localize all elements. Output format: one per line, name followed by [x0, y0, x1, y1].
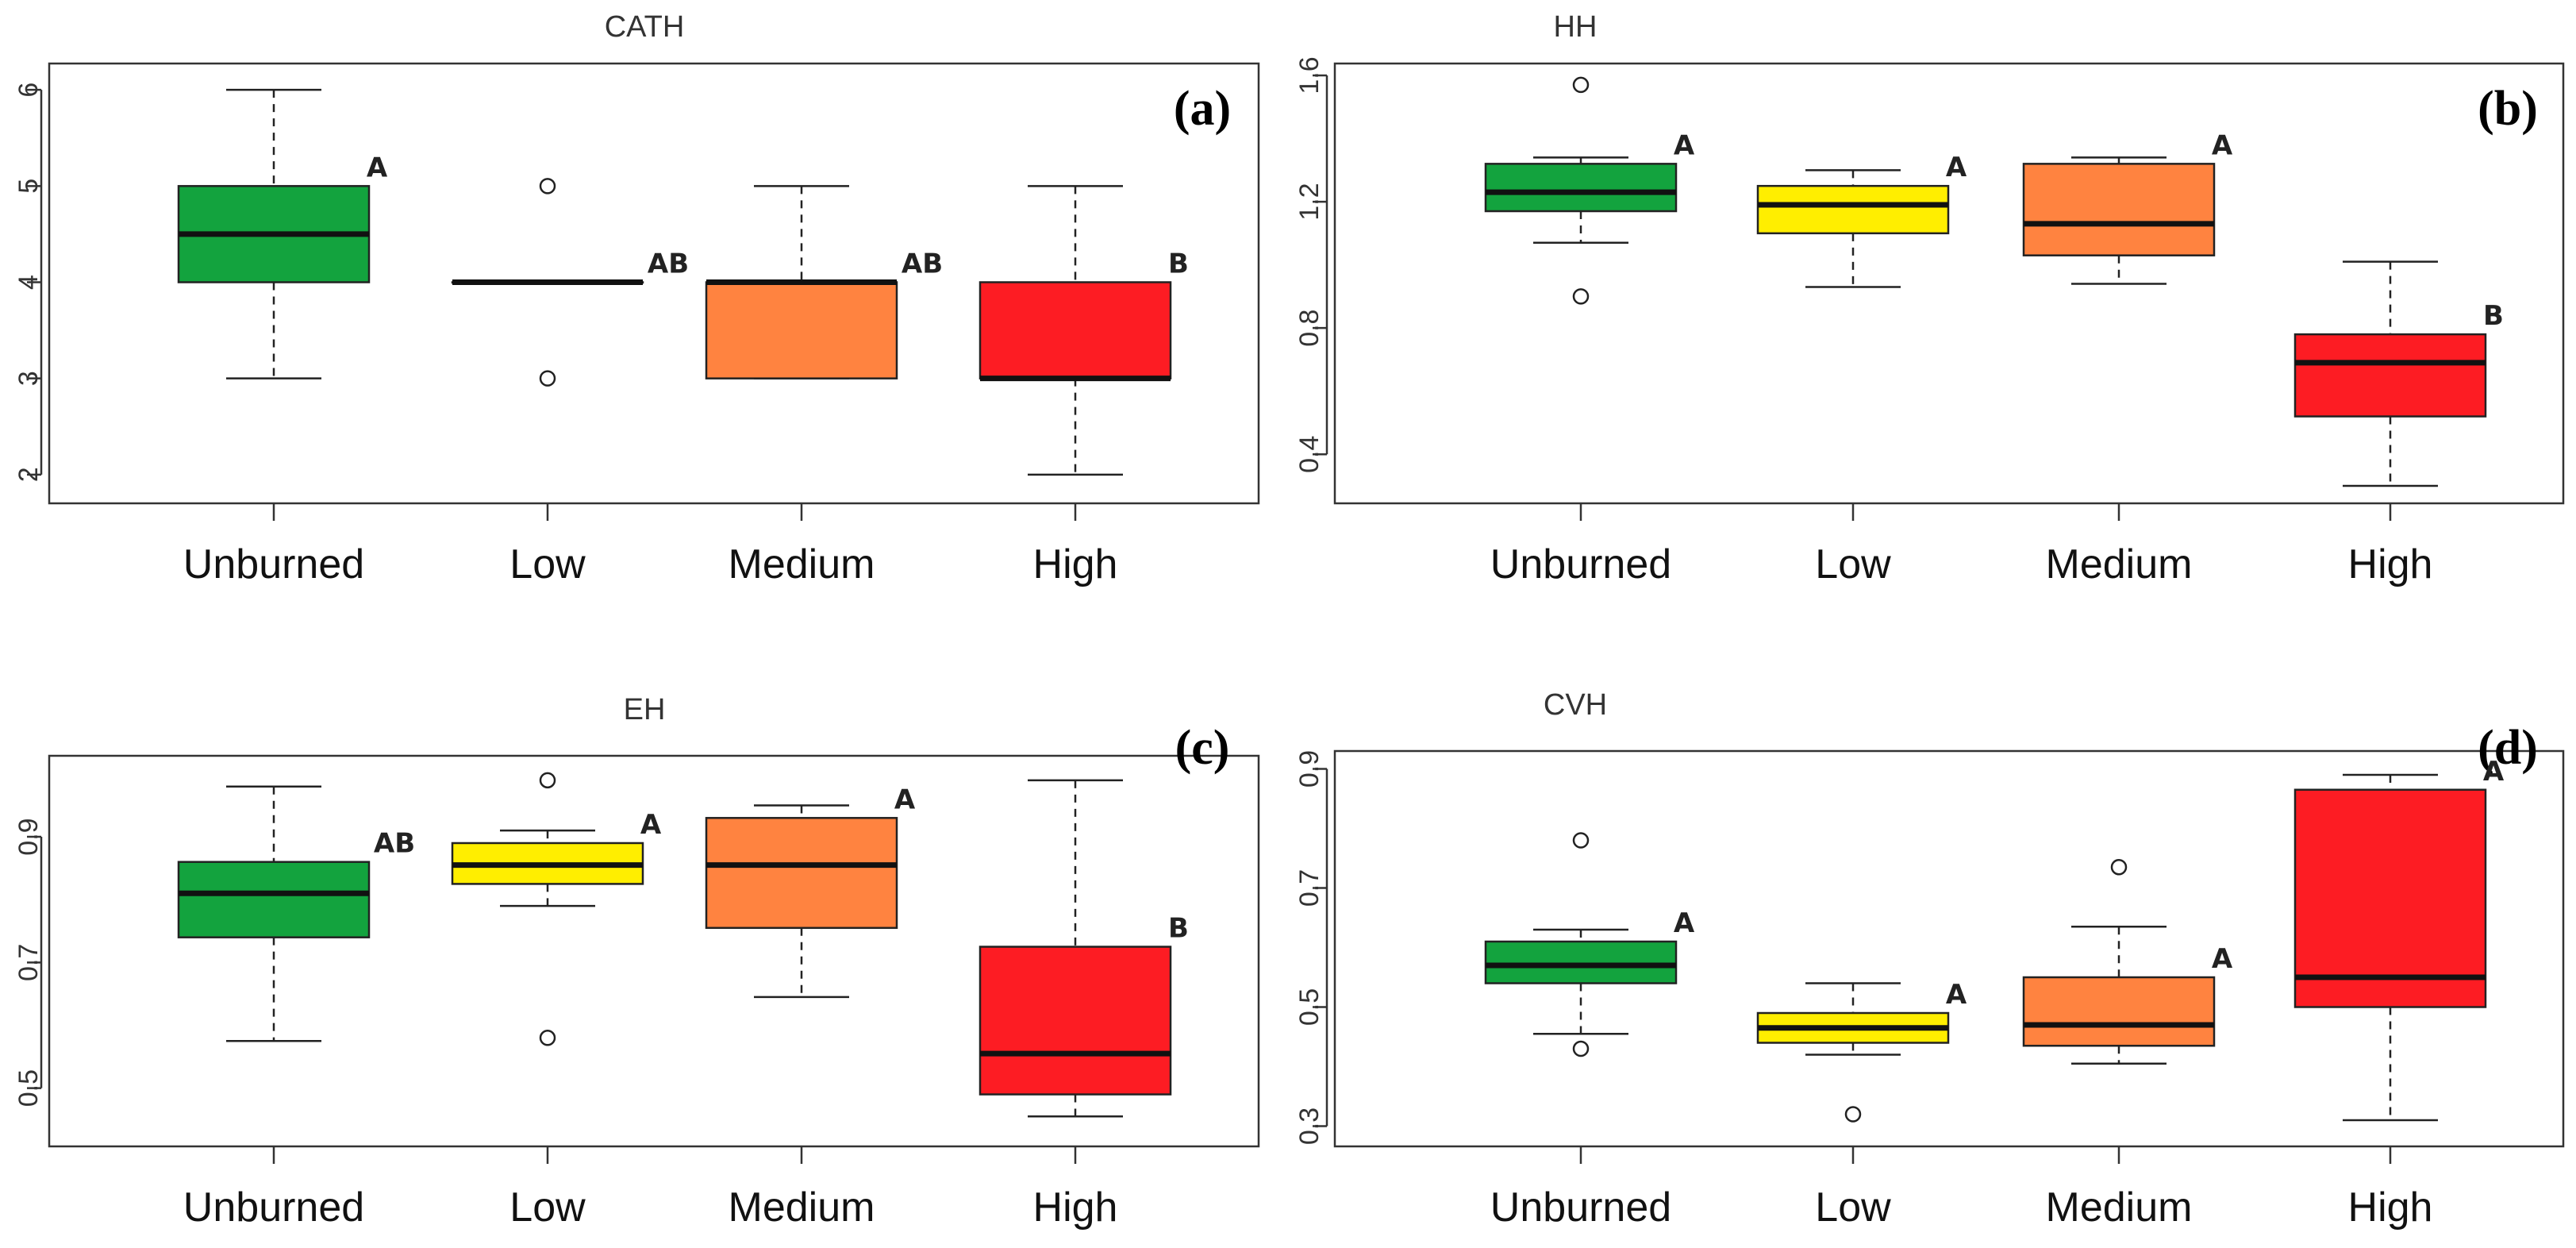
panel-1-box-low-outlier-0	[539, 178, 556, 195]
panel-3-title: EH	[624, 693, 666, 726]
panel-2-box-unburned-outlier-1	[1572, 288, 1590, 305]
panel-1-category-label-0: Unburned	[183, 541, 364, 587]
panel-3-box-low-outlier-1	[539, 1030, 556, 1046]
panel-1-box-high-significance-letter: B	[1168, 248, 1189, 280]
panel-1-box-medium-iqr	[705, 281, 898, 379]
panel-2-box-high-iqr	[2293, 333, 2487, 418]
panel-1-y-tick-label-4: 6	[13, 83, 44, 98]
panel-3-category-label-3: High	[1033, 1184, 1118, 1231]
panel-2-y-tick-label-3: 1.6	[1294, 56, 1325, 94]
panel-1-y-tick-label-2: 4	[13, 275, 44, 290]
panel-3-box-low-outlier-0	[539, 772, 556, 789]
panel-3-panel-label: (c)	[1175, 721, 1230, 775]
panel-2-y-tick-label-1: 0.8	[1294, 310, 1325, 347]
panel-3-box-unburned-significance-letter: AB	[374, 828, 415, 860]
panel-2-box-high-significance-letter: B	[2483, 300, 2504, 332]
panel-3-category-label-1: Low	[509, 1184, 586, 1231]
panel-2-category-label-1: Low	[1815, 541, 1891, 587]
panel-4-frame	[1333, 749, 2565, 1148]
panel-1-title: CATH	[605, 10, 685, 44]
panel-3-y-tick-label-1: 0.7	[13, 944, 44, 981]
panel-2-box-low-iqr	[1756, 184, 1950, 235]
panel-1-box-medium-significance-letter: AB	[902, 248, 943, 280]
panel-2-y-tick-label-0: 0.4	[1294, 436, 1325, 473]
panel-1-panel-label: (a)	[1174, 82, 1231, 136]
panel-3-box-medium-significance-letter: A	[894, 784, 916, 815]
panel-2-title: HH	[1554, 10, 1598, 44]
panel-4-y-tick-label-0: 0.3	[1294, 1107, 1325, 1145]
panel-2-category-label-2: Medium	[2046, 541, 2193, 587]
panel-4-box-high-iqr	[2293, 788, 2487, 1008]
panel-4-box-low-outlier-0	[1844, 1106, 1862, 1123]
panel-1-category-label-2: Medium	[729, 541, 875, 587]
panel-4-box-medium-iqr	[2022, 976, 2216, 1047]
panel-2-box-low-significance-letter: A	[1946, 152, 1967, 183]
panel-3-category-label-2: Medium	[729, 1184, 875, 1231]
panel-1-box-unburned-significance-letter: A	[367, 152, 388, 183]
panel-4-category-label-2: Medium	[2046, 1184, 2193, 1231]
panel-3-box-high-significance-letter: B	[1168, 913, 1189, 945]
panel-4-category-label-3: High	[2348, 1184, 2433, 1231]
panel-3-y-tick-label-0: 0.5	[13, 1069, 44, 1107]
panel-4-box-unburned-outlier-0	[1572, 832, 1590, 849]
panel-4-box-medium-significance-letter: A	[2212, 943, 2233, 975]
panel-1-box-low-outlier-1	[539, 370, 556, 387]
panel-3-box-unburned-iqr	[177, 861, 371, 938]
panel-1-frame	[48, 62, 1260, 505]
panel-4-box-high-significance-letter: A	[2483, 756, 2505, 788]
panel-4-panel-label: (d)	[2478, 721, 2538, 775]
panel-2-box-unburned-significance-letter: A	[1674, 129, 1695, 161]
panel-2-box-unburned-outlier-0	[1572, 76, 1590, 94]
panel-3-box-high-iqr	[978, 946, 1172, 1096]
panel-2-box-unburned-iqr	[1484, 163, 1678, 213]
panel-2-box-medium-significance-letter: A	[2212, 129, 2233, 161]
panel-2-y-tick-label-2: 1.2	[1294, 183, 1325, 220]
panel-4-category-label-0: Unburned	[1490, 1184, 1671, 1231]
panel-4-box-low-significance-letter: A	[1946, 979, 1967, 1011]
panel-3-box-low-significance-letter: A	[640, 809, 662, 841]
panel-4-box-unburned-significance-letter: A	[1674, 907, 1695, 939]
panel-1-category-label-3: High	[1033, 541, 1118, 587]
panel-3-y-tick-label-2: 0.9	[13, 818, 44, 855]
panel-2-panel-label: (b)	[2478, 82, 2538, 136]
panel-1-y-tick-label-3: 5	[13, 179, 44, 194]
panel-1-y-tick-label-0: 2	[13, 467, 44, 482]
panel-1-category-label-1: Low	[509, 541, 586, 587]
panel-1-y-tick-label-1: 3	[13, 371, 44, 386]
panel-4-box-medium-outlier-0	[2110, 859, 2128, 876]
panel-3-category-label-0: Unburned	[183, 1184, 364, 1231]
panel-4-y-tick-label-1: 0.5	[1294, 988, 1325, 1026]
panel-4-box-unburned-outlier-1	[1572, 1040, 1590, 1057]
panel-3-frame	[48, 754, 1260, 1148]
panel-2-box-medium-iqr	[2022, 163, 2216, 256]
panel-1-box-low-significance-letter: AB	[648, 248, 689, 280]
panel-4-category-label-1: Low	[1815, 1184, 1891, 1231]
panel-1-box-high-iqr	[978, 281, 1172, 379]
panel-2-category-label-0: Unburned	[1490, 541, 1671, 587]
panel-4-y-tick-label-3: 0.9	[1294, 750, 1325, 788]
panel-4-box-unburned-iqr	[1484, 940, 1678, 984]
panel-3-box-medium-iqr	[705, 817, 898, 930]
panel-2-category-label-3: High	[2348, 541, 2433, 587]
panel-2-frame	[1333, 62, 2565, 505]
panel-4-title: CVH	[1544, 688, 1607, 722]
panel-4-y-tick-label-2: 0.7	[1294, 869, 1325, 907]
